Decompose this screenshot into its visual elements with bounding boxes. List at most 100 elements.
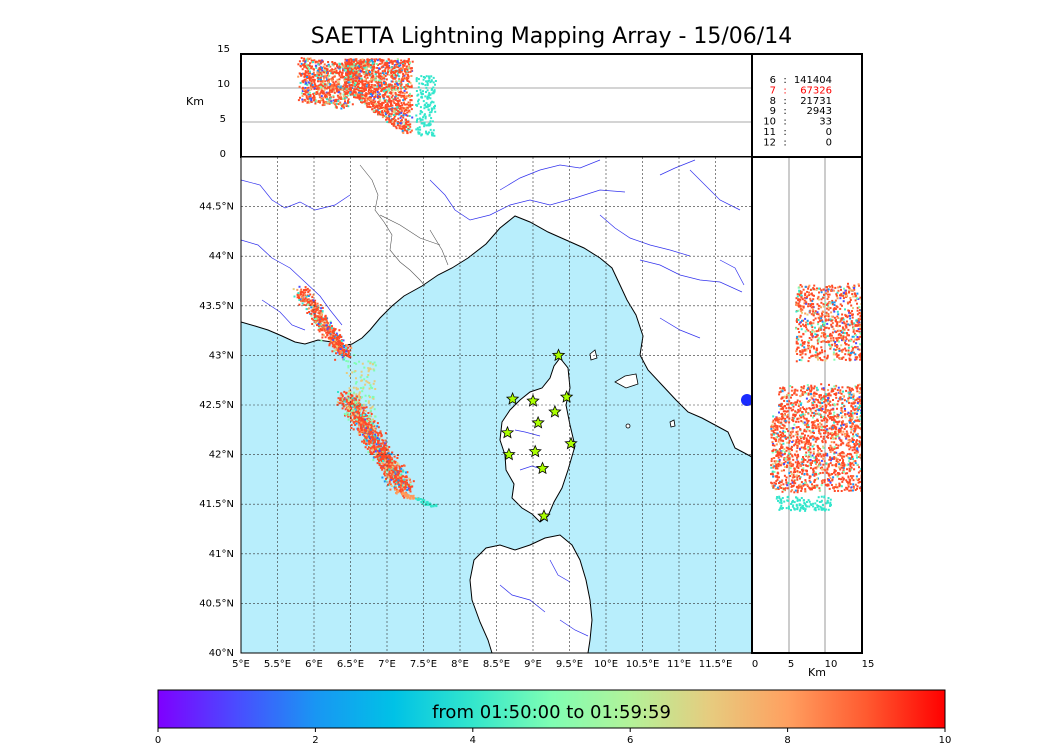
colorbar-label: from 01:50:00 to 01:59:59 — [432, 702, 671, 723]
lon-tick-label: 7.5°E — [410, 659, 437, 670]
station-count-sep: : — [783, 137, 786, 148]
lon-tick-label: 8°E — [451, 659, 469, 670]
chart-title: SAETTA Lightning Mapping Array - 15/06/1… — [310, 24, 793, 49]
longitude-tick-labels: 5°E 5.5°E 6°E 6.5°E 7°E 7.5°E 8°E 8.5°E 9°E 9.5°E… — [232, 659, 732, 670]
station-count-value: 33 — [819, 117, 832, 128]
colorbar-tick-label: 0 — [155, 735, 161, 746]
alt-tick-10: 10 — [217, 79, 230, 90]
station-count-n: 7 — [770, 85, 776, 96]
lon-tick-label: 7°E — [378, 659, 396, 670]
lon-tick-label: 9°E — [524, 659, 542, 670]
side-tick-0: 0 — [752, 659, 758, 670]
station-star-icon — [564, 436, 578, 450]
station-count-sep: : — [783, 85, 786, 96]
station-count-panel: 6:1414047:673268:217319:294310:3311:012:… — [751, 53, 863, 158]
alt-axis-label: Km — [186, 95, 204, 108]
station-star-icon — [505, 391, 520, 405]
station-count-value: 0 — [826, 127, 832, 138]
lon-tick-label: 6°E — [305, 659, 323, 670]
station-star-icon — [528, 444, 542, 458]
station-count-n: 12 — [763, 137, 776, 148]
side-axis-label: Km — [808, 666, 826, 679]
corsica-island — [499, 357, 576, 523]
station-star-icon — [559, 390, 574, 403]
side-marker — [741, 394, 752, 406]
station-count-value: 21731 — [800, 96, 832, 107]
colorbar: 0 2 4 6 8 10 — [155, 689, 952, 746]
colorbar-tick-label: 10 — [939, 735, 952, 746]
country-borders — [359, 164, 449, 287]
station-star-icon — [548, 404, 562, 418]
lon-tick-label: 10.5°E — [626, 659, 660, 670]
station-star-icon — [551, 348, 566, 362]
station-star-icon — [502, 447, 516, 461]
colorbar-ticks: 0 2 4 6 8 10 — [155, 728, 952, 746]
lon-tick-label: 11°E — [667, 659, 691, 670]
montecristo-island — [625, 423, 631, 429]
elba-island — [614, 373, 639, 389]
altitude-lightning-sources — [297, 57, 437, 137]
lat-tick-label: 42.5°N — [199, 400, 234, 411]
lon-tick-label: 11.5°E — [699, 659, 733, 670]
station-count-value: 0 — [826, 137, 832, 148]
mainland-land — [241, 157, 752, 458]
station-star-icon — [537, 509, 551, 522]
station-count-value: 67326 — [800, 85, 832, 96]
station-count-sep: : — [783, 75, 786, 86]
sardinia-island — [469, 534, 593, 653]
side-tick-10: 10 — [825, 659, 838, 670]
map-lightning-sources — [292, 285, 438, 508]
lat-tick-label: 40°N — [209, 648, 234, 659]
alt-tick-5: 5 — [220, 114, 226, 125]
station-count-n: 8 — [770, 96, 776, 107]
station-count-n: 6 — [770, 75, 776, 86]
station-count-sep: : — [783, 106, 786, 117]
lat-tick-label: 44°N — [209, 251, 234, 262]
altitude-panel: 15 10 5 0 Km — [186, 44, 753, 160]
lma-stations — [500, 348, 578, 522]
station-count-n: 9 — [770, 106, 776, 117]
lon-tick-label: 10°E — [594, 659, 618, 670]
alt-tick-0: 0 — [220, 149, 226, 160]
lat-tick-label: 41°N — [209, 549, 234, 560]
lon-tick-label: 5.5°E — [264, 659, 291, 670]
lat-tick-label: 44.5°N — [199, 202, 234, 213]
station-star-icon — [500, 425, 515, 439]
alt-tick-15: 15 — [217, 44, 230, 55]
station-count-table: 6:1414047:673268:217319:294310:3311:012:… — [763, 75, 832, 148]
lat-tick-label: 43.5°N — [199, 301, 234, 312]
side-tick-15: 15 — [862, 659, 875, 670]
lat-tick-label: 41.5°N — [199, 499, 234, 510]
lat-lon-grid — [241, 157, 752, 653]
station-count-value: 141404 — [794, 75, 832, 86]
side-lightning-sources — [770, 282, 862, 512]
capraia-island — [589, 349, 598, 361]
map-panel: 5°E 5.5°E 6°E 6.5°E 7°E 7.5°E 8°E 8.5°E 9°E 9.5°E… — [199, 156, 753, 670]
giglio-island — [669, 419, 676, 428]
lat-tick-label: 40.5°N — [199, 598, 234, 609]
colorbar-tick-label: 6 — [627, 735, 633, 746]
colorbar-tick-label: 8 — [784, 735, 790, 746]
lat-tick-label: 42°N — [209, 450, 234, 461]
side-tick-5: 5 — [788, 659, 794, 670]
lon-tick-label: 6.5°E — [337, 659, 364, 670]
station-count-sep: : — [783, 96, 786, 107]
rivers — [241, 159, 745, 637]
station-star-icon — [526, 393, 540, 407]
lat-tick-label: 43°N — [209, 350, 234, 361]
station-count-n: 10 — [763, 117, 776, 128]
station-count-sep: : — [783, 117, 786, 128]
colorbar-tick-label: 4 — [470, 735, 476, 746]
lon-tick-label: 8.5°E — [483, 659, 510, 670]
station-count-n: 11 — [763, 127, 776, 138]
lon-tick-label: 9.5°E — [556, 659, 583, 670]
side-altitude-panel: 0 5 10 15 Km — [751, 156, 875, 679]
station-star-icon — [531, 415, 545, 429]
lon-tick-label: 5°E — [232, 659, 250, 670]
station-star-icon — [535, 461, 550, 475]
station-count-sep: : — [783, 127, 786, 138]
station-count-value: 2943 — [807, 106, 832, 117]
latitude-tick-labels: 44.5°N 44°N 43.5°N 43°N 42.5°N 42°N 41.5°N 41°N… — [199, 202, 234, 659]
colorbar-tick-label: 2 — [312, 735, 318, 746]
